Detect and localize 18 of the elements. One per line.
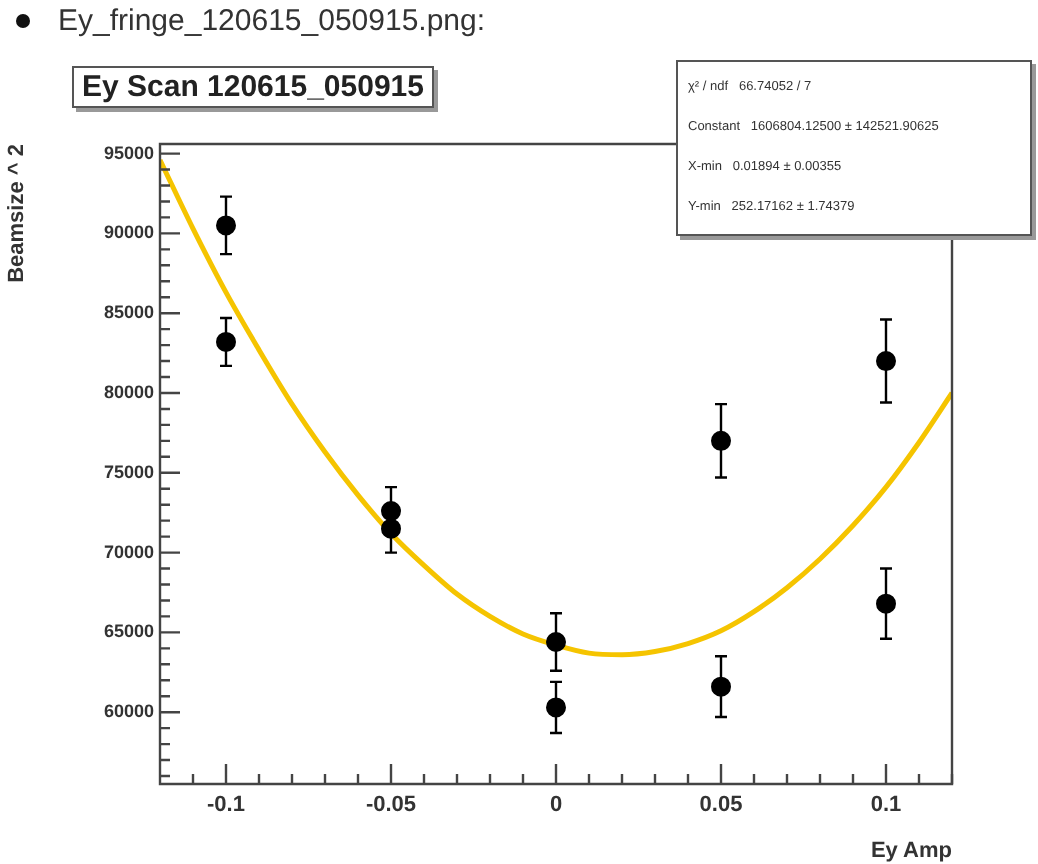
- y-tick-label: 75000: [103, 461, 154, 482]
- y-tick-label: 85000: [103, 302, 154, 323]
- y-axis-title: Beamsize ^ 2: [5, 144, 30, 283]
- chart-title: Ey Scan 120615_050915: [72, 66, 434, 108]
- line-series: [160, 157, 952, 658]
- y-tick-label: 65000: [103, 621, 154, 642]
- y-tick-label: 90000: [103, 222, 154, 243]
- x-tick-label: -0.05: [365, 793, 417, 818]
- y-tick-label: 60000: [103, 701, 154, 722]
- y-tick-label: 80000: [103, 381, 154, 402]
- x-tick-label: -0.1: [207, 793, 245, 818]
- y-tick-label: 70000: [103, 541, 154, 562]
- x-tick-label: 0.05: [699, 793, 743, 818]
- x-axis-title: Ey Amp: [870, 838, 953, 863]
- x-tick-label: 0.1: [870, 793, 902, 818]
- text: Ey_fringe_120615_050915.png:: [58, 4, 486, 38]
- x-tick-label: 0: [549, 793, 563, 818]
- y-tick-label: 95000: [103, 142, 154, 163]
